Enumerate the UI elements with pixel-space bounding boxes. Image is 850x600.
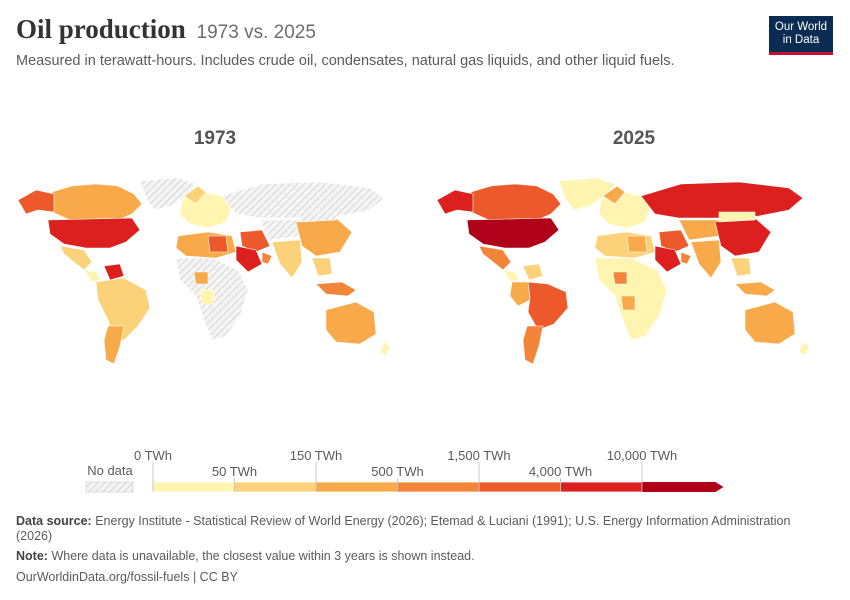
- map-1973: [17, 177, 391, 365]
- region-iran-iraq[interactable]: [239, 229, 271, 253]
- region-china[interactable]: [714, 217, 772, 257]
- legend-top-label-1: 150 TWh: [290, 448, 343, 463]
- world-maps: [17, 177, 810, 365]
- legend-bin-3[interactable]: [397, 481, 480, 493]
- region-venezuela[interactable]: [522, 263, 544, 281]
- legend-bin-5[interactable]: [560, 481, 643, 493]
- legend-bin-1[interactable]: [234, 481, 317, 493]
- legend-top-label-0: 0 TWh: [134, 448, 172, 463]
- region-south-america[interactable]: [95, 277, 151, 341]
- footer-note: Note: Where data is unavailable, the clo…: [16, 549, 475, 563]
- region-central-america[interactable]: [502, 269, 520, 283]
- region-venezuela[interactable]: [103, 263, 125, 281]
- note-text: Where data is unavailable, the closest v…: [51, 549, 475, 563]
- region-argentina[interactable]: [103, 325, 125, 365]
- region-new-zealand[interactable]: [379, 341, 391, 357]
- note-label: Note:: [16, 549, 48, 563]
- region-greenland[interactable]: [558, 177, 616, 211]
- region-colombia-peru[interactable]: [509, 281, 531, 307]
- region-mongolia[interactable]: [299, 211, 337, 223]
- logo-line-2: in Data: [782, 34, 820, 46]
- region-nigeria[interactable]: [612, 271, 628, 285]
- region-saudi-arabia[interactable]: [654, 245, 682, 273]
- url-separator: |: [192, 570, 200, 584]
- region-central-asia[interactable]: [259, 219, 301, 241]
- region-southeast-asia[interactable]: [311, 257, 333, 277]
- license-link[interactable]: CC BY: [199, 570, 238, 584]
- panel-title-1973: 1973: [193, 128, 237, 149]
- region-canada[interactable]: [51, 183, 143, 223]
- region-central-asia[interactable]: [678, 219, 720, 241]
- region-central-america[interactable]: [83, 269, 101, 283]
- region-australia[interactable]: [744, 301, 796, 345]
- region-russia[interactable]: [640, 181, 804, 219]
- region-mongolia[interactable]: [718, 211, 756, 223]
- owid-link[interactable]: OurWorldinData.org/fossil-fuels: [16, 570, 190, 584]
- legend-bottom-label-0: 50 TWh: [212, 464, 257, 479]
- source-label: Data source:: [16, 514, 92, 528]
- region-southeast-asia[interactable]: [730, 257, 752, 277]
- owid-logo[interactable]: Our World in Data: [769, 16, 833, 55]
- region-gulf[interactable]: [680, 251, 692, 265]
- legend-top-label-2: 1,500 TWh: [447, 448, 510, 463]
- map-2025: [436, 177, 810, 365]
- legend-no-data-label: No data: [87, 463, 133, 478]
- legend-bin-6[interactable]: [642, 482, 724, 492]
- region-libya[interactable]: [207, 235, 229, 253]
- region-alaska[interactable]: [436, 189, 474, 215]
- legend-bottom-label-2: 4,000 TWh: [529, 464, 592, 479]
- region-iran-iraq[interactable]: [658, 229, 690, 253]
- region-canada[interactable]: [470, 183, 562, 223]
- legend-bin-0[interactable]: [152, 481, 235, 493]
- region-indonesia[interactable]: [734, 281, 776, 297]
- region-west-africa[interactable]: [199, 289, 215, 305]
- region-indonesia[interactable]: [315, 281, 357, 297]
- region-mexico[interactable]: [59, 245, 93, 271]
- chart-title: Oil production 1973 vs. 2025: [16, 14, 316, 45]
- region-india[interactable]: [271, 239, 303, 279]
- region-nigeria[interactable]: [193, 271, 209, 285]
- logo-line-1: Our World: [774, 21, 828, 33]
- footer-source: Data source: Energy Institute - Statisti…: [16, 514, 816, 544]
- color-legend: No data 0 TWh 150 TWh 1,500 TWh 10,000 TWh 5…: [85, 448, 724, 493]
- legend-bottom-label-1: 500 TWh: [371, 464, 424, 479]
- region-china[interactable]: [295, 217, 353, 257]
- panel-title-2025: 2025: [612, 128, 656, 149]
- region-norway-uk[interactable]: [602, 185, 626, 205]
- region-india[interactable]: [690, 239, 722, 279]
- region-angola[interactable]: [620, 295, 636, 311]
- footer-url: OurWorldinData.org/fossil-fuels | CC BY: [16, 570, 238, 584]
- chart-subtitle: Measured in terawatt-hours. Includes cru…: [16, 53, 675, 69]
- region-russia-1973[interactable]: [221, 181, 385, 219]
- region-australia[interactable]: [325, 301, 377, 345]
- legend-bin-4[interactable]: [478, 481, 561, 493]
- region-mexico[interactable]: [478, 245, 512, 271]
- region-new-zealand[interactable]: [798, 341, 810, 357]
- title-years: 1973 vs. 2025: [196, 22, 316, 43]
- title-main: Oil production: [16, 14, 186, 44]
- source-text: Energy Institute - Statistical Review of…: [16, 514, 791, 543]
- legend-no-data-swatch[interactable]: [85, 481, 134, 493]
- legend-top-label-3: 10,000 TWh: [607, 448, 678, 463]
- region-libya[interactable]: [626, 235, 648, 253]
- region-usa[interactable]: [466, 217, 560, 249]
- legend-bin-2[interactable]: [315, 481, 398, 493]
- region-usa[interactable]: [47, 217, 141, 249]
- region-saudi-arabia[interactable]: [235, 245, 263, 273]
- region-argentina[interactable]: [522, 325, 544, 365]
- region-brazil[interactable]: [527, 281, 569, 331]
- region-alaska[interactable]: [17, 189, 55, 215]
- region-greenland[interactable]: [139, 177, 197, 211]
- region-gulf[interactable]: [261, 251, 273, 265]
- region-norway-uk[interactable]: [183, 185, 207, 205]
